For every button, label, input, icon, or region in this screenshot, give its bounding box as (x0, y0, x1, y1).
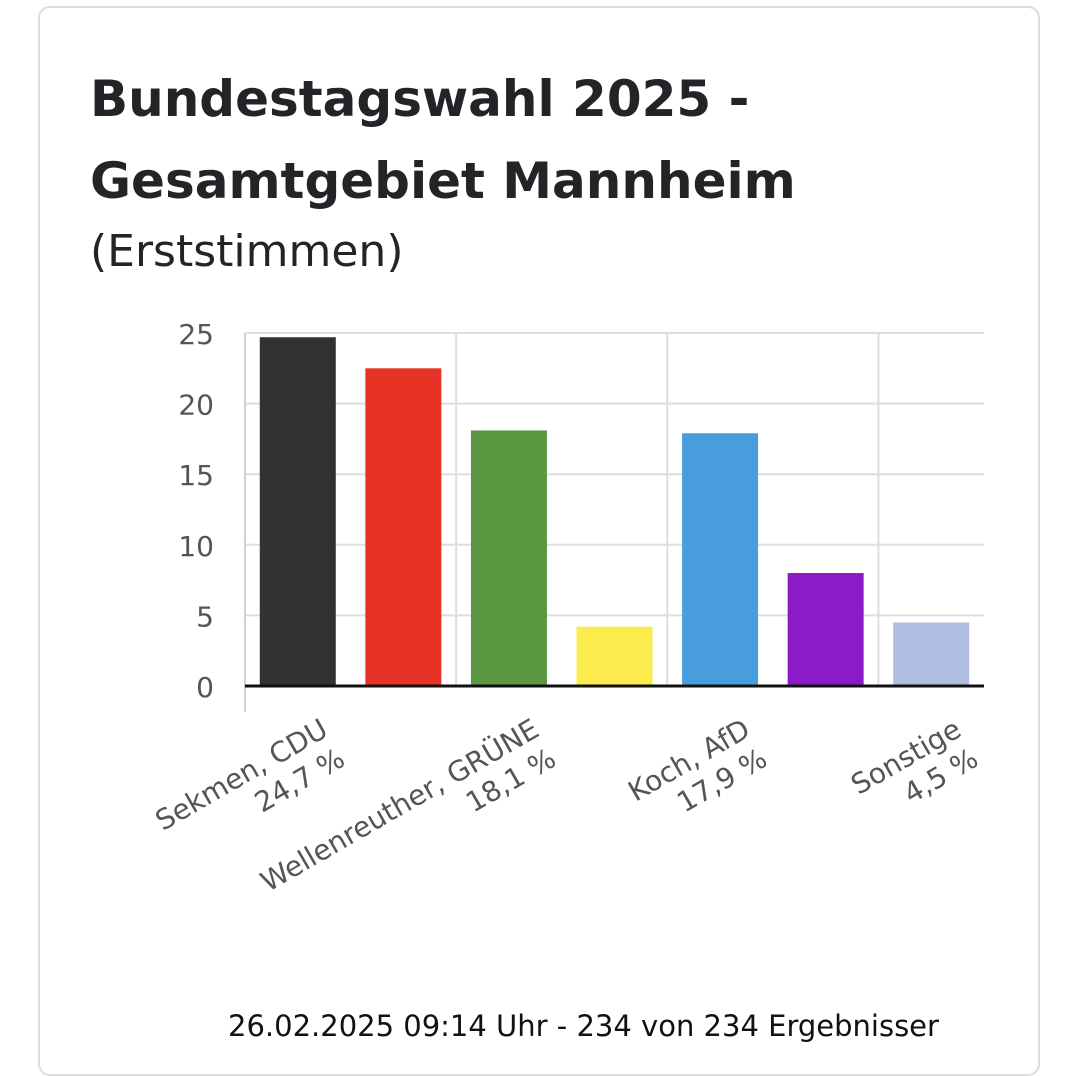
chart-title: Bundestagswahl 2025 - Gesamtgebiet Mannh… (90, 58, 796, 222)
y-tick-label: 10 (178, 530, 214, 563)
y-tick-label: 5 (196, 600, 214, 633)
bar-2 (365, 368, 442, 686)
y-tick-label: 0 (196, 671, 214, 704)
chart-title-line-1: Bundestagswahl 2025 - (90, 70, 750, 128)
y-tick-label: 25 (178, 318, 214, 351)
bar-6 (787, 573, 864, 686)
bar-3 (470, 430, 547, 686)
chart-title-line-2: Gesamtgebiet Mannheim (90, 152, 796, 210)
bar-1 (259, 337, 336, 686)
y-tick-label: 20 (178, 389, 214, 422)
bar-4 (576, 626, 653, 686)
results-status: 26.02.2025 09:14 Uhr - 234 von 234 Ergeb… (228, 1009, 939, 1043)
bar-5 (682, 433, 759, 686)
chart-subtitle: (Erststimmen) (90, 226, 404, 277)
y-tick-label: 15 (178, 459, 214, 492)
bar-7 (893, 622, 970, 686)
